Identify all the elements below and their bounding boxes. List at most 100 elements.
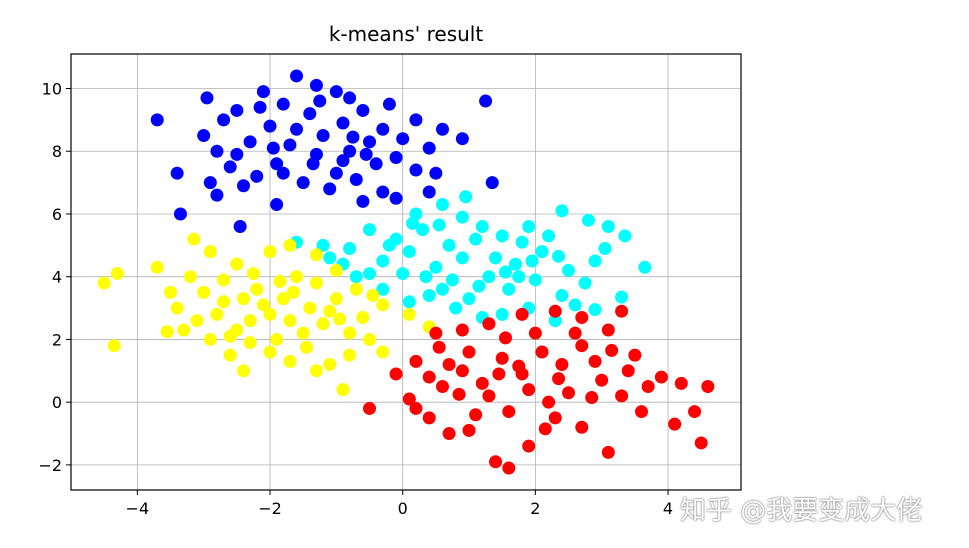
data-point (469, 408, 483, 422)
data-point (263, 245, 277, 259)
data-point (668, 417, 682, 431)
data-point (349, 270, 363, 284)
data-point (701, 379, 715, 393)
data-point (376, 345, 390, 359)
data-point (588, 303, 602, 317)
data-point (329, 263, 343, 277)
data-point (489, 455, 503, 469)
data-point (236, 292, 250, 306)
data-point (409, 354, 423, 368)
data-point (356, 194, 370, 208)
data-point (323, 304, 337, 318)
data-point (203, 332, 217, 346)
data-point (588, 254, 602, 268)
data-point (499, 331, 513, 345)
data-point (462, 345, 476, 359)
data-point (469, 232, 483, 246)
data-point (575, 339, 589, 353)
data-point (422, 411, 436, 425)
data-point (601, 220, 615, 234)
data-point (389, 191, 403, 205)
data-point (210, 144, 224, 158)
data-point (286, 285, 300, 299)
data-point (581, 213, 595, 227)
data-point (246, 267, 260, 281)
data-point (316, 317, 330, 331)
data-point (654, 370, 668, 384)
data-point (588, 354, 602, 368)
data-point (525, 254, 539, 268)
data-point (107, 339, 121, 353)
data-point (97, 276, 111, 290)
data-point (402, 245, 416, 259)
data-point (230, 147, 244, 161)
data-point (601, 445, 615, 459)
data-point (233, 220, 247, 234)
data-point (336, 154, 350, 168)
data-point (585, 390, 599, 404)
data-point (499, 265, 513, 279)
data-point (150, 113, 164, 127)
x-tick-label: −4 (126, 499, 150, 518)
data-point (309, 364, 323, 378)
data-point (150, 260, 164, 274)
data-point (502, 405, 516, 419)
data-point (283, 354, 297, 368)
data-point (270, 198, 284, 212)
data-point (250, 169, 264, 183)
data-point (542, 229, 556, 243)
data-point (329, 85, 343, 99)
data-point (236, 364, 250, 378)
data-point (170, 166, 184, 180)
data-point (323, 182, 337, 196)
data-point (316, 238, 330, 252)
data-point (429, 326, 443, 340)
data-point (409, 163, 423, 177)
data-point (349, 172, 363, 186)
data-point (429, 260, 443, 274)
data-point (578, 276, 592, 290)
data-point (363, 135, 377, 149)
data-point (482, 389, 496, 403)
y-tick-label: 2 (52, 330, 62, 349)
data-point (495, 307, 509, 321)
data-point (336, 383, 350, 397)
data-point (615, 304, 629, 318)
data-point (183, 270, 197, 284)
data-point (674, 376, 688, 390)
data-point (376, 185, 390, 199)
data-point (223, 160, 237, 174)
data-point (502, 461, 516, 475)
data-point (290, 69, 304, 83)
data-point (263, 345, 277, 359)
data-point (164, 285, 178, 299)
x-tick-label: 0 (398, 499, 408, 518)
data-point (223, 329, 237, 343)
data-point (290, 270, 304, 284)
data-point (396, 267, 410, 281)
data-point (190, 314, 204, 328)
data-point (333, 312, 347, 326)
data-point (482, 270, 496, 284)
data-point (263, 119, 277, 133)
data-point (459, 190, 473, 204)
data-point (376, 298, 390, 312)
data-point (223, 348, 237, 362)
data-point (273, 274, 287, 288)
data-point (512, 359, 526, 373)
data-point (402, 295, 416, 309)
data-point (230, 103, 244, 117)
data-point (309, 248, 323, 262)
data-point (363, 401, 377, 415)
data-point (568, 298, 582, 312)
data-point (455, 210, 469, 224)
data-point (542, 395, 556, 409)
x-tick-label: −2 (258, 499, 282, 518)
data-point (329, 166, 343, 180)
data-point (389, 151, 403, 165)
data-point (276, 166, 290, 180)
data-point (296, 326, 310, 340)
data-point (634, 405, 648, 419)
data-point (369, 157, 383, 171)
